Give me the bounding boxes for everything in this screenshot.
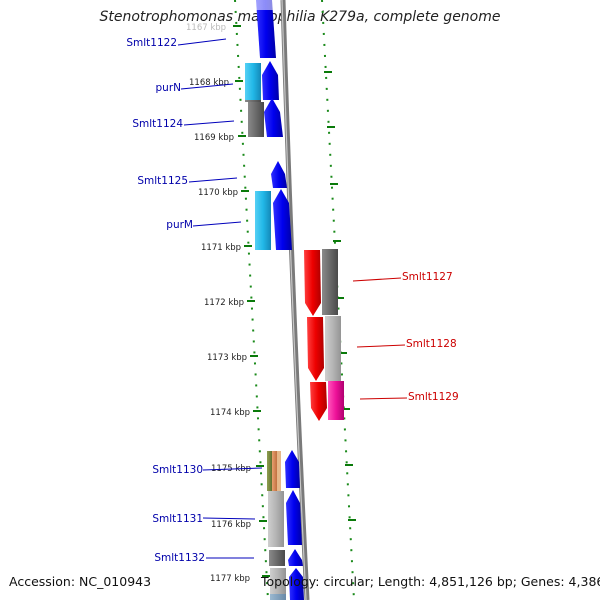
gene-label-smlt1129[interactable]: Smlt1129 <box>408 391 459 403</box>
feature-lightgray-smlt1131[interactable] <box>268 491 284 547</box>
cds-arrow-smlt1130[interactable] <box>285 450 300 488</box>
gene-label-smlt1128[interactable]: Smlt1128 <box>406 338 457 350</box>
cds-arrow-smlt1122[interactable] <box>256 0 276 58</box>
reverse-cds-track <box>304 250 327 421</box>
forward-cds-track <box>256 0 304 600</box>
kbp-label: 1169 kbp <box>194 133 234 143</box>
feature-gray-smlt1124[interactable] <box>248 102 264 137</box>
kbp-label: 1174 kbp <box>210 408 250 418</box>
cds-fade-smlt1122 <box>256 0 274 10</box>
cds-arrow-smlt1132[interactable] <box>288 549 303 566</box>
cds-arrow-smlt1124[interactable] <box>264 98 283 137</box>
feature-magenta-smlt1129[interactable] <box>328 381 344 420</box>
accession-text: Accession: NC_010943 <box>9 574 152 589</box>
kbp-label: 1171 kbp <box>201 243 241 253</box>
gene-label-smlt1124[interactable]: Smlt1124 <box>132 118 183 130</box>
feature-steel-next[interactable] <box>270 594 286 600</box>
inner-major-ticks <box>233 25 270 577</box>
gene-label-smlt1127[interactable]: Smlt1127 <box>402 271 453 283</box>
reverse-feature-track <box>322 249 344 420</box>
feature-orange-smlt1130[interactable] <box>272 451 277 491</box>
forward-leader-lines <box>177 38 263 559</box>
feature-gray-smlt1132[interactable] <box>269 550 285 566</box>
feature-lightgray-next[interactable] <box>270 568 286 600</box>
cds-arrow-smlt1128[interactable] <box>307 317 324 381</box>
feature-lightgray-smlt1128[interactable] <box>325 316 341 381</box>
gene-label-smlt1132[interactable]: Smlt1132 <box>154 552 205 564</box>
outer-tick-track <box>321 0 355 600</box>
gene-label-smlt1125[interactable]: Smlt1125 <box>137 175 188 187</box>
kbp-label: 1173 kbp <box>207 353 247 363</box>
genome-backbone-highlight <box>281 0 307 600</box>
kbp-label: 1170 kbp <box>198 188 238 198</box>
feature-cyan-purm[interactable] <box>255 191 271 250</box>
gene-label-smlt1130[interactable]: Smlt1130 <box>152 464 203 476</box>
gene-label-purm[interactable]: purM <box>166 219 193 231</box>
reverse-leader-lines <box>352 277 408 400</box>
topology-text: Topology: circular; Length: 4,851,126 bp… <box>261 574 600 589</box>
cds-arrow-next[interactable] <box>289 568 304 600</box>
feature-gray-smlt1127[interactable] <box>322 249 338 315</box>
genome-backbone <box>280 0 310 600</box>
gene-label-purn[interactable]: purN <box>156 82 182 94</box>
cds-arrow-smlt1125[interactable] <box>271 161 287 188</box>
cds-arrow-smlt1129[interactable] <box>310 382 327 421</box>
kbp-label-faded: 1167 kbp <box>186 23 226 33</box>
cds-arrow-purn[interactable] <box>262 61 279 100</box>
genome-title: Stenotrophomonas maltophilia K279a, comp… <box>99 9 501 25</box>
feature-olive-smlt1130[interactable] <box>267 451 272 491</box>
gene-label-smlt1122[interactable]: Smlt1122 <box>126 37 177 49</box>
feature-peach-smlt1130[interactable] <box>277 451 281 491</box>
cds-arrow-smlt1131[interactable] <box>286 490 302 545</box>
feature-cyan-purn[interactable] <box>245 63 261 100</box>
kbp-label: 1172 kbp <box>204 298 244 308</box>
kbp-label: 1177 kbp <box>210 574 250 584</box>
kbp-label: 1168 kbp <box>189 78 229 88</box>
gene-label-smlt1131[interactable]: Smlt1131 <box>152 513 203 525</box>
cds-arrow-purm[interactable] <box>273 189 292 250</box>
feature-gray-purn[interactable] <box>245 100 261 102</box>
forward-feature-track <box>245 63 286 600</box>
kbp-label: 1176 kbp <box>211 520 251 530</box>
inner-tick-track <box>234 0 269 600</box>
cds-arrow-smlt1127[interactable] <box>304 250 321 316</box>
